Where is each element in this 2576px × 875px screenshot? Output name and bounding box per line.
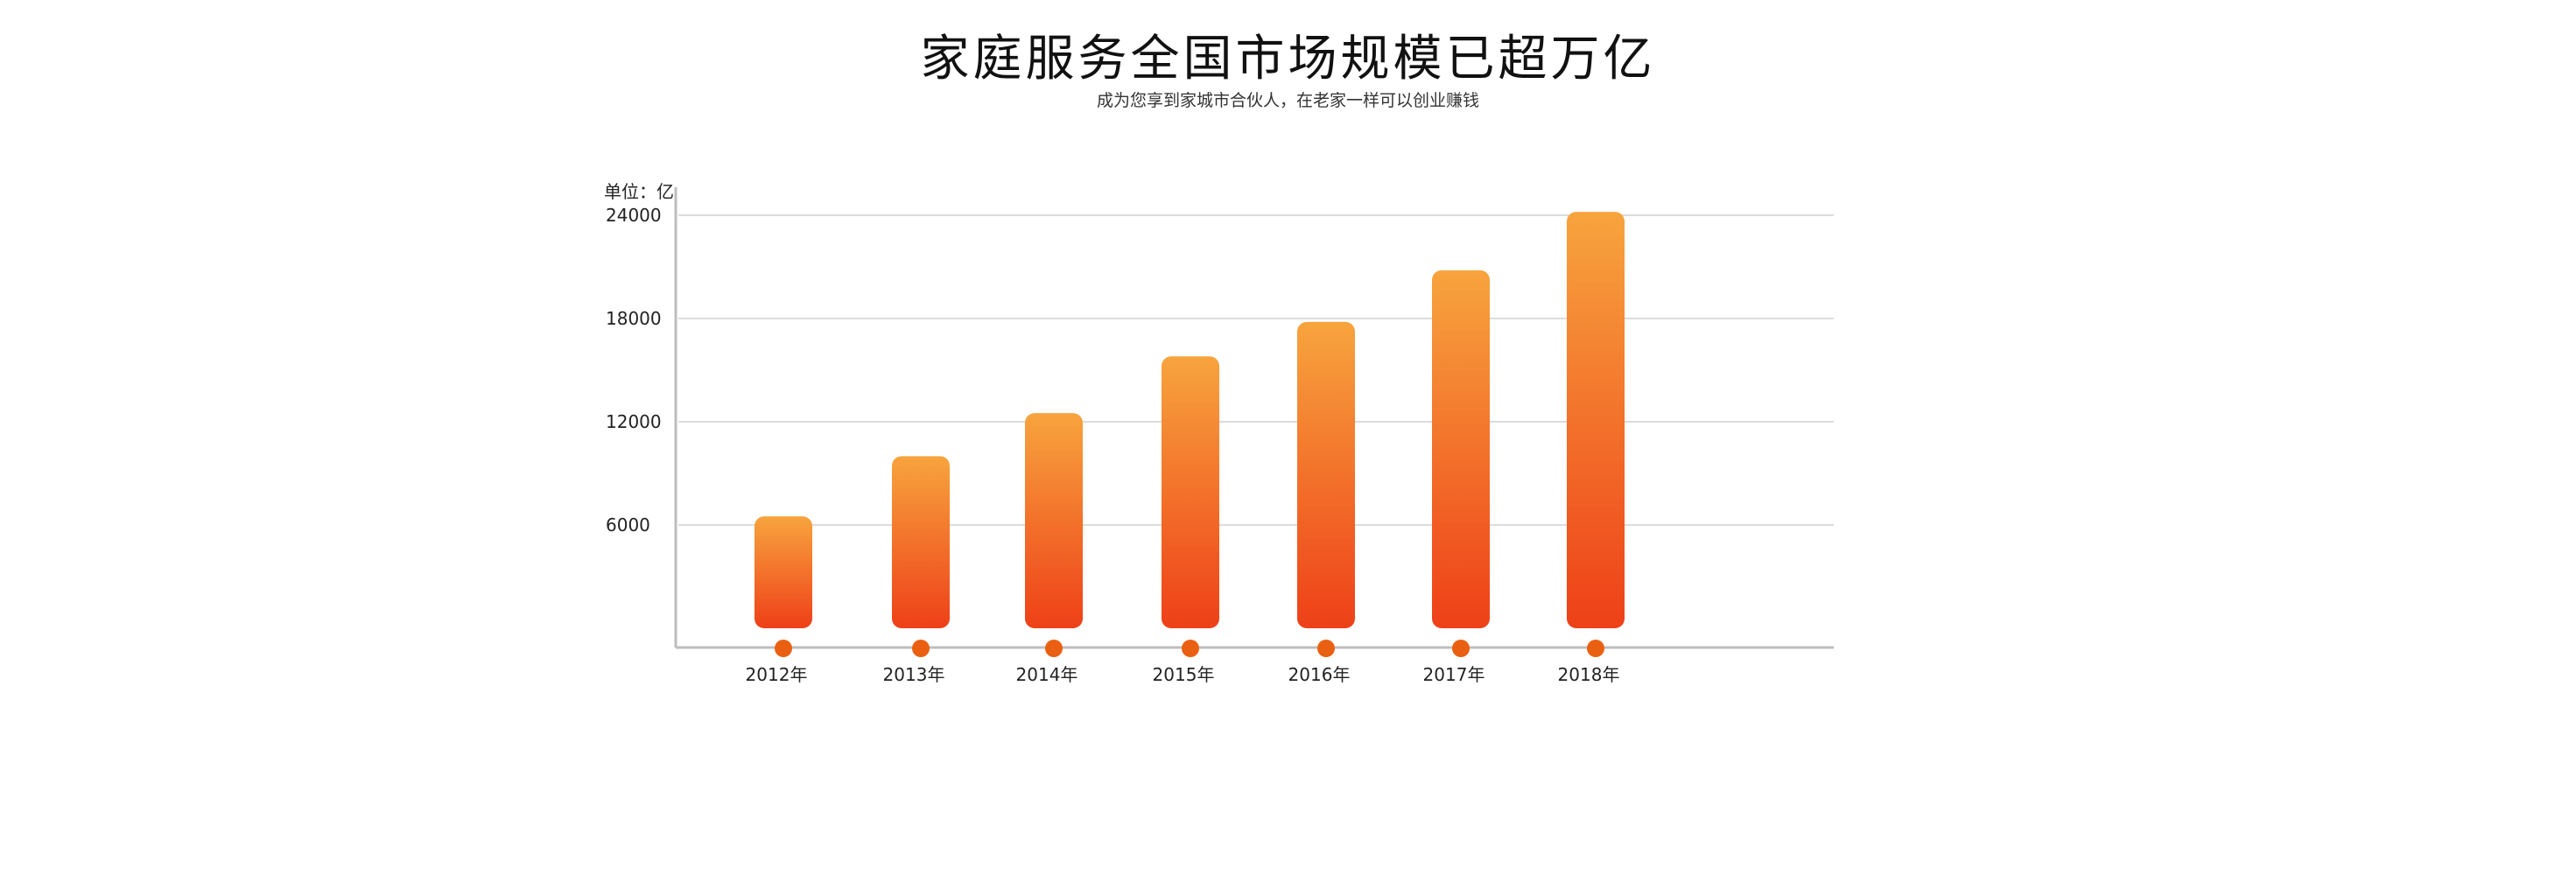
- chart-title: 家庭服务全国市场规模已超万亿: [920, 31, 1656, 88]
- x-tick-label: 2017年: [1423, 664, 1485, 685]
- bar: [1567, 212, 1625, 629]
- x-tick-label: 2012年: [746, 664, 808, 685]
- chart-subtitle: 成为您享到家城市合伙人，在老家一样可以创业赚钱: [1096, 91, 1479, 110]
- y-axis-unit-label: 单位：亿: [604, 181, 674, 202]
- x-marker-dot: [1587, 640, 1604, 657]
- y-tick-label: 12000: [606, 411, 662, 432]
- bar: [1432, 270, 1490, 628]
- y-tick-label: 24000: [606, 205, 662, 226]
- x-tick-label: 2015年: [1153, 664, 1215, 685]
- y-tick-label: 6000: [606, 514, 650, 536]
- x-marker-dot: [775, 640, 792, 657]
- x-tick-label: 2013年: [883, 664, 945, 685]
- x-marker-dot: [1317, 640, 1335, 657]
- x-marker-dot: [1452, 640, 1470, 657]
- bar: [1025, 413, 1083, 628]
- axes: [674, 187, 1834, 649]
- x-tick-label: 2018年: [1558, 664, 1620, 685]
- x-marker-dot: [1045, 640, 1063, 657]
- y-tick-label: 18000: [606, 308, 662, 329]
- x-tick-label: 2014年: [1016, 664, 1078, 685]
- bar: [1162, 356, 1219, 628]
- bar: [1297, 321, 1355, 628]
- bar: [892, 456, 950, 628]
- bar: [755, 516, 812, 628]
- bars: [755, 212, 1625, 629]
- markers: [775, 640, 1604, 657]
- x-marker-dot: [912, 640, 930, 657]
- gridlines: [678, 214, 1834, 526]
- x-marker-dot: [1182, 640, 1199, 657]
- x-tick-label: 2016年: [1288, 664, 1351, 685]
- labels: 6000 12000 18000 24000 单位：亿 2012年 2013年 2014年 20…: [604, 181, 1619, 685]
